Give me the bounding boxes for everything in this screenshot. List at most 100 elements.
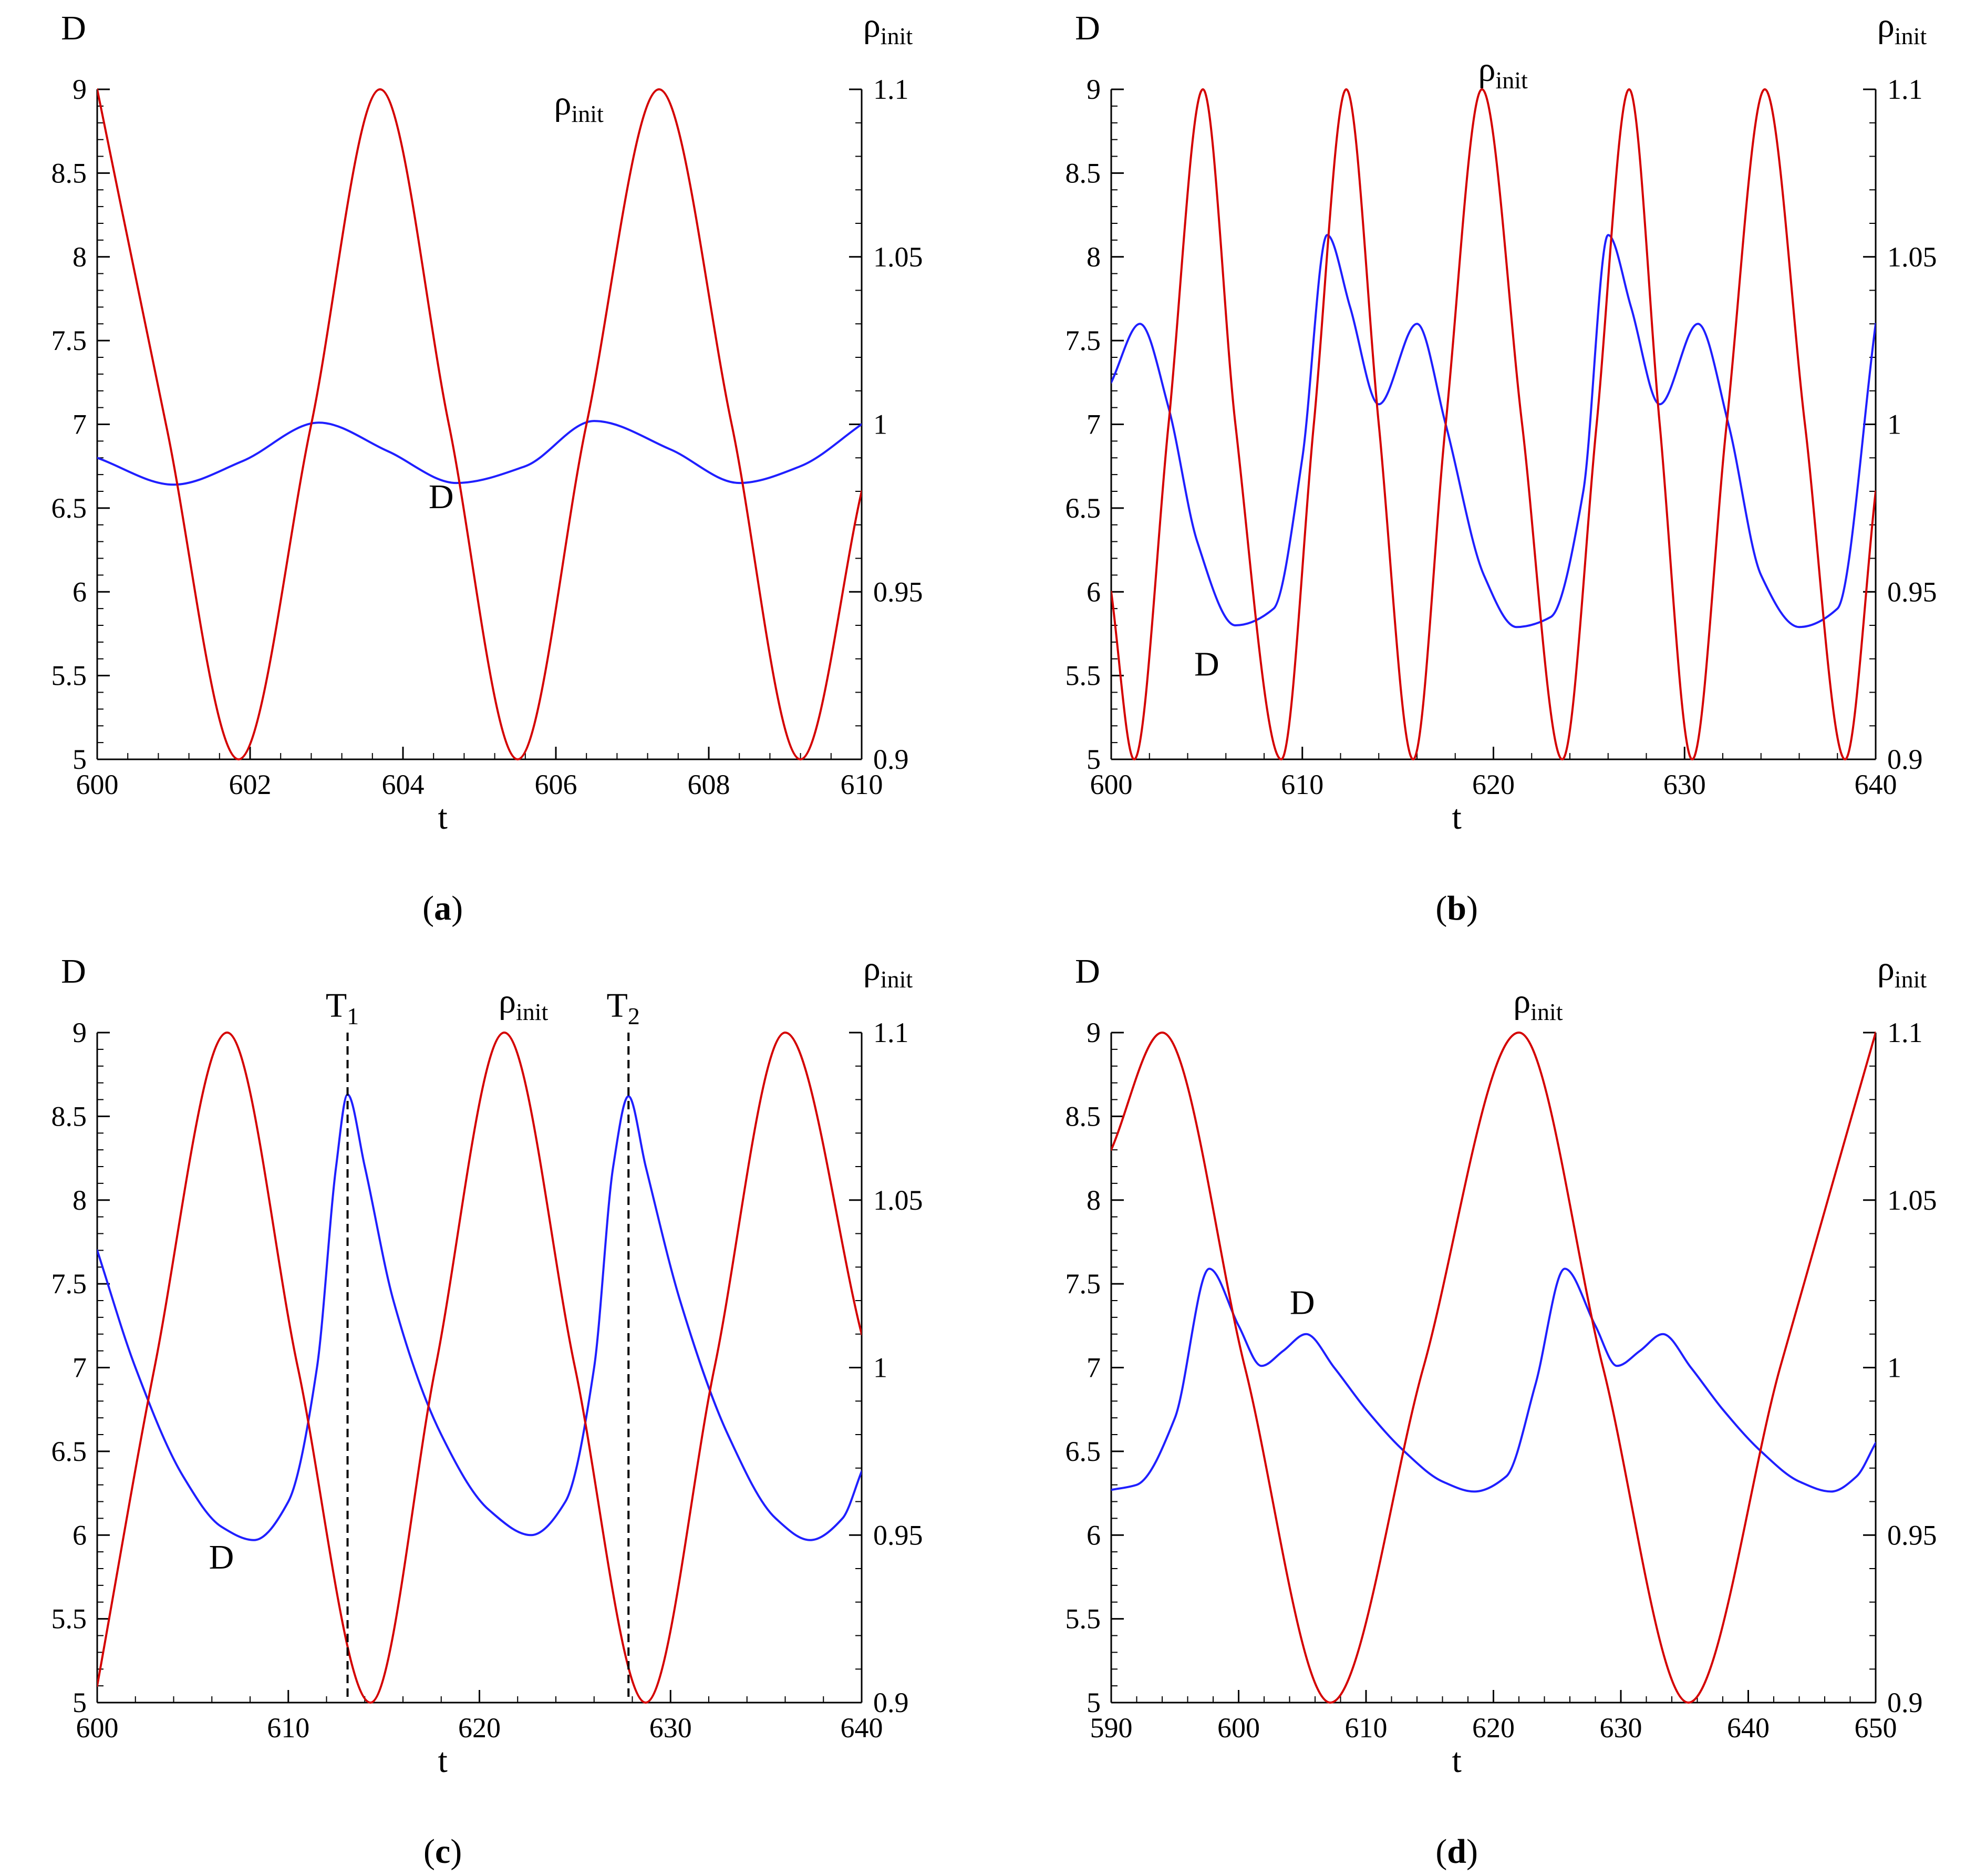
- y-left-axis-title: D: [1075, 9, 1100, 47]
- x-tick-label: 602: [229, 769, 272, 800]
- curve-label-d: D: [1290, 1284, 1315, 1322]
- y-left-tick-label: 5: [73, 1687, 87, 1718]
- series-d-line: [1111, 234, 1876, 628]
- y-left-tick-label: 6: [73, 1519, 87, 1551]
- y-left-tick-label: 5.5: [1066, 1603, 1101, 1635]
- y-left-axis-title: D: [61, 952, 86, 991]
- y-right-tick-label: 0.9: [873, 1687, 909, 1718]
- x-tick-label: 630: [1600, 1712, 1642, 1744]
- y-right-tick-label: 1: [873, 1352, 887, 1384]
- y-left-tick-label: 5: [73, 744, 87, 775]
- y-left-tick-label: 8.5: [51, 1100, 87, 1132]
- marker-label-t1-sub: 1: [347, 1003, 359, 1029]
- y-right-tick-label: 1.05: [873, 241, 923, 273]
- y-left-tick-label: 9: [1087, 74, 1101, 105]
- y-left-tick-label: 5.5: [51, 660, 87, 692]
- panel-caption: (b): [1435, 889, 1478, 927]
- y-left-tick-label: 6.5: [51, 492, 87, 524]
- y-left-tick-label: 7: [1087, 1352, 1101, 1384]
- curve-label-rho-init-base: ρ: [1513, 982, 1530, 1021]
- curve-label-d: D: [209, 1538, 234, 1576]
- y-right-tick-label: 0.95: [1887, 576, 1937, 607]
- y-left-tick-label: 6.5: [1066, 492, 1101, 524]
- series-rho-init-line: [1111, 88, 1876, 760]
- y-right-tick-label: 0.95: [873, 576, 923, 607]
- y-right-axis-title-sub: init: [1895, 966, 1927, 993]
- y-left-tick-label: 8: [73, 1184, 87, 1216]
- x-tick-label: 600: [1217, 1712, 1260, 1744]
- x-tick-label: 630: [649, 1712, 692, 1744]
- y-left-tick-label: 9: [73, 74, 87, 105]
- y-right-tick-label: 0.9: [1887, 1687, 1923, 1718]
- series-rho-init-line: [97, 88, 862, 760]
- curve-label-rho-init: ρinit: [554, 84, 604, 127]
- y-right-tick-label: 1.05: [1887, 241, 1937, 273]
- x-tick-label: 620: [1472, 1712, 1515, 1744]
- y-left-tick-label: 5: [1087, 744, 1101, 775]
- y-left-tick-label: 6.5: [1066, 1436, 1101, 1467]
- y-right-tick-label: 1: [1887, 1352, 1901, 1384]
- panel-caption: (a): [422, 889, 463, 927]
- chart-panel-c: 5 5.5 6 6.5 7 7.5 8 8.5 9 0.9 0.95 1 1.05 1.1 600 610 62…: [51, 950, 923, 1871]
- marker-label-t1: T1: [326, 986, 359, 1029]
- y-right-axis-title-base: ρ: [1877, 950, 1895, 988]
- curve-label-rho-init: ρinit: [1478, 50, 1528, 94]
- y-left-tick-label: 6: [1087, 1519, 1101, 1551]
- curve-label-rho-init-sub: init: [516, 998, 549, 1025]
- x-tick-label: 630: [1663, 769, 1706, 800]
- chart-panel-b: 5 5.5 6 6.5 7 7.5 8 8.5 9 0.9 0.95 1 1.05 1.1 600 610 62…: [1066, 6, 1937, 927]
- y-left-axis-title: D: [61, 9, 86, 47]
- curve-label-rho-init-sub: init: [1495, 67, 1528, 94]
- marker-label-t1-base: T: [326, 986, 347, 1025]
- y-right-tick-label: 0.9: [1887, 744, 1923, 775]
- marker-label-t2-base: T: [607, 986, 628, 1025]
- y-left-tick-label: 9: [1087, 1017, 1101, 1048]
- y-left-tick-label: 6: [1087, 576, 1101, 607]
- x-axis-title: t: [1452, 798, 1461, 837]
- x-tick-label: 600: [1090, 769, 1133, 800]
- x-tick-label: 608: [688, 769, 730, 800]
- x-tick-label: 650: [1855, 1712, 1897, 1744]
- series-d-line: [97, 1093, 862, 1541]
- y-left-axis-title: D: [1075, 952, 1100, 991]
- y-right-tick-label: 1.1: [873, 1017, 909, 1048]
- y-right-tick-label: 1.05: [873, 1184, 923, 1216]
- x-tick-label: 610: [1345, 1712, 1388, 1744]
- y-left-tick-label: 7.5: [1066, 1268, 1101, 1300]
- x-axis-title: t: [1452, 1741, 1461, 1780]
- x-tick-label: 606: [535, 769, 577, 800]
- y-left-tick-label: 8.5: [1066, 1100, 1101, 1132]
- curve-label-rho-init: ρinit: [1513, 982, 1563, 1025]
- y-right-tick-label: 0.9: [873, 744, 909, 775]
- x-tick-label: 640: [1855, 769, 1897, 800]
- curve-label-rho-init-base: ρ: [554, 84, 572, 122]
- y-left-tick-label: 7.5: [51, 1268, 87, 1300]
- x-tick-label: 610: [267, 1712, 309, 1744]
- marker-label-t2-sub: 2: [628, 1003, 640, 1029]
- y-right-axis-title: ρinit: [1877, 6, 1927, 49]
- curve-label-rho-init-base: ρ: [1478, 50, 1496, 89]
- y-right-tick-label: 1.05: [1887, 1184, 1937, 1216]
- y-left-tick-label: 6: [73, 576, 87, 607]
- x-tick-label: 600: [76, 1712, 119, 1744]
- y-left-tick-label: 7.5: [51, 325, 87, 356]
- curve-label-rho-init-base: ρ: [499, 982, 516, 1021]
- y-left-tick-label: 5.5: [51, 1603, 87, 1635]
- x-tick-label: 600: [76, 769, 119, 800]
- x-tick-label: 620: [458, 1712, 501, 1744]
- curve-label-d: D: [1194, 645, 1219, 684]
- y-right-tick-label: 1.1: [873, 74, 909, 105]
- curve-label-rho-init-sub: init: [1530, 998, 1563, 1025]
- y-right-axis-title: ρinit: [1877, 950, 1927, 993]
- chart-panel-d: 5 5.5 6 6.5 7 7.5 8 8.5 9 0.9 0.95 1 1.05 1.1 590 600 61…: [1066, 950, 1937, 1871]
- chart-panel-a: 5 5.5 6 6.5 7 7.5 8 8.5 9 0.9 0.95 1 1.05 1.1 600 602 60…: [51, 6, 923, 927]
- y-right-axis-title-base: ρ: [863, 950, 881, 988]
- curve-label-rho-init-sub: init: [571, 100, 604, 127]
- y-right-tick-label: 1: [1887, 409, 1901, 440]
- y-right-tick-label: 1.1: [1887, 1017, 1923, 1048]
- x-tick-label: 604: [382, 769, 425, 800]
- y-left-tick-label: 7: [1087, 409, 1101, 440]
- y-right-axis-title-sub: init: [1895, 23, 1927, 49]
- y-right-axis-title: ρinit: [863, 6, 913, 49]
